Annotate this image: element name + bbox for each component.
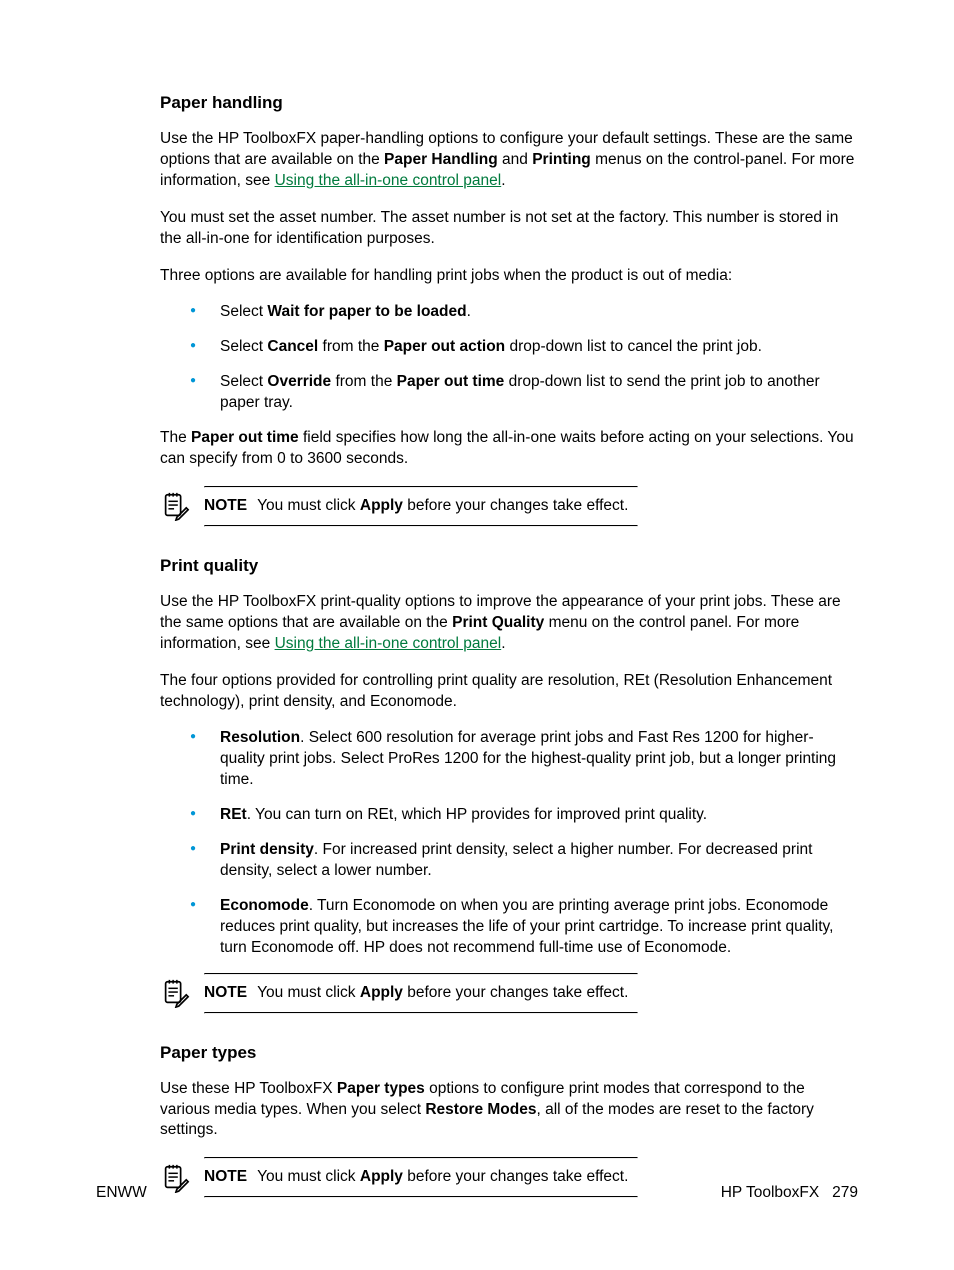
text: . [467,303,471,320]
text: before your changes take effect. [403,497,628,514]
text: . [501,172,505,189]
bold-text: Paper out time [191,429,299,446]
text: The [160,429,191,446]
paragraph: The Paper out time field specifies how l… [160,428,858,470]
bold-text: Override [267,373,331,390]
bold-text: Cancel [267,338,318,355]
paragraph: Use these HP ToolboxFX Paper types optio… [160,1079,858,1142]
bold-text: Resolution [220,729,300,746]
bold-text: Economode [220,897,309,914]
paragraph: Three options are available for handling… [160,266,858,287]
bold-text: Apply [360,497,403,514]
note-block: NOTE You must click Apply before your cha… [160,973,858,1014]
heading-paper-types: Paper types [160,1042,858,1065]
bold-text: Apply [360,984,403,1001]
paragraph: Use the HP ToolboxFX print-quality optio… [160,592,858,655]
list-item: Resolution. Select 600 resolution for av… [190,728,858,791]
text: and [498,151,532,168]
text: . Turn Economode on when you are printin… [220,897,833,956]
note-rule [204,525,638,527]
heading-print-quality: Print quality [160,555,858,578]
document-page: Paper handling Use the HP ToolboxFX pape… [0,0,954,1270]
note-body: NOTE You must click Apply before your cha… [204,488,638,525]
note-block: NOTE You must click Apply before your cha… [160,486,858,527]
footer-section-label: HP ToolboxFX [721,1184,820,1201]
text: You must click [257,497,360,514]
text: Select [220,303,267,320]
bullet-list: Resolution. Select 600 resolution for av… [160,728,858,958]
footer-right: HP ToolboxFX 279 [721,1183,858,1204]
text: Select [220,373,267,390]
footer-left: ENWW [96,1183,147,1204]
note-rule [204,1012,638,1014]
bold-text: Restore Modes [425,1101,536,1118]
text: Select [220,338,267,355]
bullet-list: Select Wait for paper to be loaded. Sele… [160,302,858,414]
note-body-wrap: NOTE You must click Apply before your cha… [204,486,638,527]
text: Use these HP ToolboxFX [160,1080,337,1097]
list-item: REt. You can turn on REt, which HP provi… [190,805,858,826]
text: . You can turn on REt, which HP provides… [247,806,707,823]
list-item: Select Override from the Paper out time … [190,372,858,414]
paragraph: The four options provided for controllin… [160,671,858,713]
link-control-panel[interactable]: Using the all-in-one control panel [275,172,502,189]
bold-text: Wait for paper to be loaded [267,303,466,320]
bold-text: Paper types [337,1080,425,1097]
page-number: 279 [832,1184,858,1201]
bold-text: Paper out time [397,373,505,390]
text: from the [331,373,396,390]
list-item: Economode. Turn Economode on when you ar… [190,896,858,959]
list-item: Select Cancel from the Paper out action … [190,337,858,358]
bold-text: Print density [220,841,314,858]
note-body-wrap: NOTE You must click Apply before your cha… [204,973,638,1014]
bold-text: Paper out action [384,338,505,355]
note-label: NOTE [204,497,247,514]
list-item: Select Wait for paper to be loaded. [190,302,858,323]
note-icon [160,978,190,1008]
bold-text: Paper Handling [384,151,498,168]
text: from the [318,338,383,355]
list-item: Print density. For increased print densi… [190,840,858,882]
text: drop-down list to cancel the print job. [505,338,762,355]
paragraph: Use the HP ToolboxFX paper-handling opti… [160,129,858,192]
text: You must click [257,984,360,1001]
paragraph: You must set the asset number. The asset… [160,208,858,250]
bold-text: REt [220,806,247,823]
text: . [501,635,505,652]
link-control-panel[interactable]: Using the all-in-one control panel [275,635,502,652]
note-body: NOTE You must click Apply before your cha… [204,975,638,1012]
text: before your changes take effect. [403,984,628,1001]
page-footer: ENWW HP ToolboxFX 279 [96,1183,858,1204]
text: . Select 600 resolution for average prin… [220,729,836,788]
note-icon [160,491,190,521]
heading-paper-handling: Paper handling [160,92,858,115]
bold-text: Printing [532,151,591,168]
bold-text: Print Quality [452,614,544,631]
note-label: NOTE [204,984,247,1001]
